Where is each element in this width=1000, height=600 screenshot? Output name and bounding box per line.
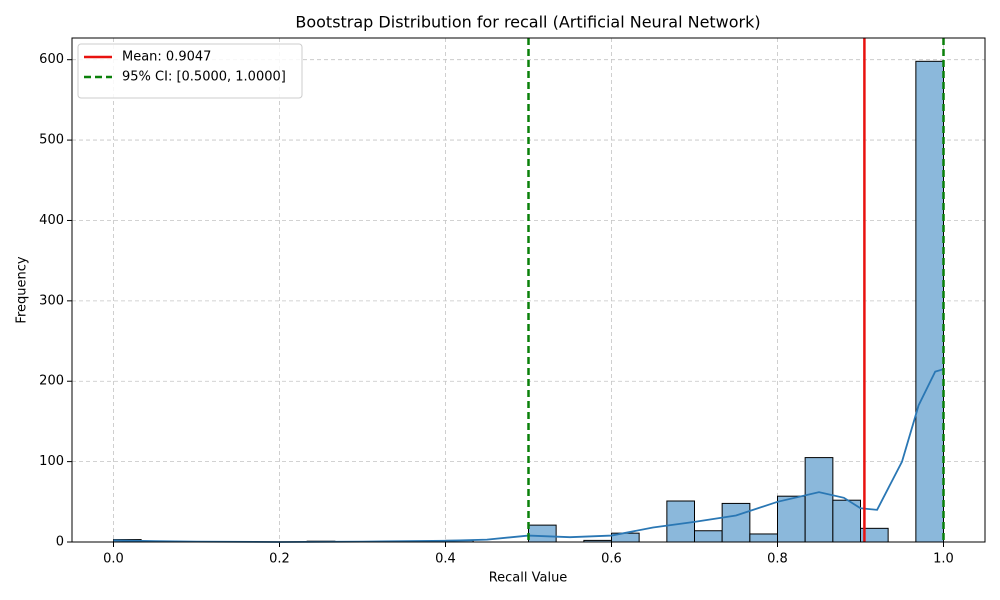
x-tick-label: 0.4 xyxy=(435,552,456,567)
y-axis-label: Frequency xyxy=(15,256,30,323)
bar xyxy=(694,530,723,543)
bar xyxy=(749,533,779,543)
y-tick-label: 400 xyxy=(39,213,64,228)
x-axis-label: Recall Value xyxy=(489,571,568,586)
x-tick-label: 0.0 xyxy=(103,552,124,567)
bar xyxy=(666,500,696,543)
bar xyxy=(777,495,806,543)
y-tick-label: 100 xyxy=(39,454,64,469)
x-tick-label: 0.2 xyxy=(269,552,290,567)
x-tick-label: 1.0 xyxy=(933,552,954,567)
bar xyxy=(721,502,751,543)
bar xyxy=(804,457,834,543)
legend-label: Mean: 0.9047 xyxy=(122,50,211,65)
y-tick-label: 300 xyxy=(39,293,64,308)
y-tick-label: 600 xyxy=(39,52,64,67)
y-tick-label: 200 xyxy=(39,374,64,389)
bar xyxy=(528,524,557,543)
y-tick-label: 0 xyxy=(56,535,64,550)
axes-frame xyxy=(71,37,986,543)
bar xyxy=(915,60,945,543)
legend-box xyxy=(77,43,303,99)
chart-title: Bootstrap Distribution for recall (Artif… xyxy=(295,13,760,32)
legend-label: 95% CI: [0.5000, 1.0000] xyxy=(122,70,286,85)
y-tick-label: 500 xyxy=(39,133,64,148)
x-tick-label: 0.8 xyxy=(767,552,788,567)
x-tick-label: 0.6 xyxy=(601,552,622,567)
